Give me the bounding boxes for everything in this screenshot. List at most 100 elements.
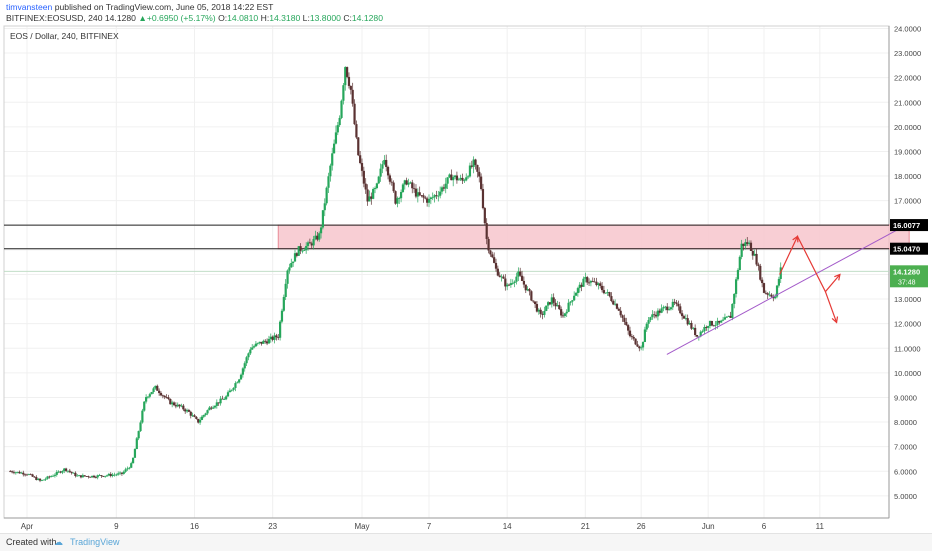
- candle-body: [40, 479, 43, 481]
- candle-body: [394, 191, 397, 204]
- candle-body: [210, 407, 213, 409]
- candle-body: [660, 308, 663, 313]
- candle-body: [416, 192, 419, 197]
- candle-body: [184, 409, 187, 412]
- candle-body: [83, 475, 86, 477]
- candle-body: [146, 396, 150, 398]
- candle-body: [360, 163, 364, 171]
- candle-body: [197, 418, 200, 423]
- candle-body: [206, 410, 209, 414]
- candle-body: [128, 467, 131, 469]
- candle-body: [398, 198, 401, 199]
- level-price-tag: [890, 219, 928, 232]
- close-label: C:: [343, 13, 352, 23]
- candle-body: [567, 302, 570, 312]
- candle-body: [347, 76, 351, 86]
- candle-body: [24, 474, 27, 476]
- candle-body: [159, 393, 163, 396]
- candle-body: [53, 474, 57, 476]
- candle-body: [161, 395, 164, 397]
- candle-body: [202, 415, 205, 417]
- candle-body: [193, 415, 196, 417]
- candle-body: [33, 476, 36, 478]
- candle-body: [695, 334, 699, 337]
- candle-body: [498, 275, 501, 277]
- candle-body: [627, 325, 630, 331]
- candle-body: [107, 473, 110, 476]
- candle-body: [593, 281, 596, 283]
- price-chart[interactable]: 5.0000 6.0000 7.0000 8.0000 9.0000 10.0000 11.…: [0, 22, 932, 532]
- candle-body: [774, 296, 777, 299]
- candle-body: [223, 399, 226, 401]
- candle-body: [474, 159, 477, 165]
- high-value: 14.3180: [269, 13, 301, 23]
- candle-body: [372, 189, 375, 199]
- tradingview-brand[interactable]: TradingView: [70, 537, 120, 547]
- y-tick-label: 19.0000: [894, 147, 921, 156]
- candle-body: [258, 341, 261, 343]
- author-link[interactable]: timvansteen: [6, 2, 53, 12]
- level-price-label: 15.0470: [893, 245, 920, 254]
- candle-body: [597, 283, 600, 286]
- open-value: 14.0810: [227, 13, 259, 23]
- candle-body: [457, 179, 460, 181]
- candle-body: [675, 302, 678, 304]
- candle-body: [586, 277, 589, 283]
- candle-body: [431, 197, 434, 199]
- candle-body: [692, 327, 695, 329]
- candle-body: [385, 159, 388, 167]
- candle-body: [733, 293, 736, 304]
- candle-body: [446, 177, 449, 184]
- candle-body: [690, 322, 693, 329]
- candle-body: [755, 253, 758, 265]
- candle-body: [29, 474, 32, 476]
- arrow-head-icon: [792, 235, 799, 243]
- candle-body: [213, 405, 217, 408]
- candle-body: [612, 301, 615, 305]
- candle-body: [187, 410, 191, 412]
- candle-body: [775, 285, 779, 297]
- candle-body: [46, 476, 49, 479]
- price-change: +0.6950 (+5.17%): [146, 13, 216, 23]
- symbol-label: BITFINEX:EOSUSD, 240: [6, 13, 103, 23]
- candle-body: [31, 474, 34, 477]
- candle-body: [280, 310, 284, 322]
- candle-body: [282, 296, 285, 311]
- candle-body: [254, 343, 258, 347]
- candle-body: [699, 331, 702, 337]
- x-tick-label: May: [354, 522, 369, 531]
- ohlc-line: BITFINEX:EOSUSD, 240 14.1280 ▲+0.6950 (+…: [6, 13, 383, 24]
- up-arrow-icon: ▲: [138, 13, 147, 23]
- candle-body: [219, 398, 222, 404]
- countdown-label: 37:48: [898, 279, 916, 286]
- candle-body: [336, 125, 339, 133]
- candle-body: [236, 382, 239, 384]
- candle-body: [243, 363, 246, 369]
- candle-body: [766, 293, 769, 295]
- candle-body: [409, 182, 412, 184]
- candle-body: [50, 476, 53, 477]
- candle-body: [558, 305, 561, 310]
- candle-body: [48, 476, 51, 478]
- x-tick-label: 26: [637, 522, 646, 531]
- candle-body: [770, 294, 773, 297]
- candle-body: [738, 256, 741, 271]
- candle-body: [625, 321, 628, 326]
- candle-body: [632, 336, 635, 339]
- candle-body: [35, 477, 38, 480]
- candle-body: [158, 390, 161, 394]
- candle-body: [318, 233, 321, 240]
- candle-body: [461, 177, 464, 181]
- candle-body: [104, 475, 107, 477]
- candle-body: [375, 183, 378, 189]
- candle-body: [578, 284, 581, 289]
- candle-body: [656, 310, 660, 317]
- candle-body: [426, 198, 429, 203]
- candle-body: [226, 392, 230, 397]
- candle-body: [115, 474, 118, 476]
- candle-body: [368, 196, 371, 202]
- candle-body: [604, 292, 607, 294]
- arrow-head-icon: [834, 273, 841, 281]
- candle-body: [117, 473, 120, 475]
- candle-body: [366, 189, 369, 202]
